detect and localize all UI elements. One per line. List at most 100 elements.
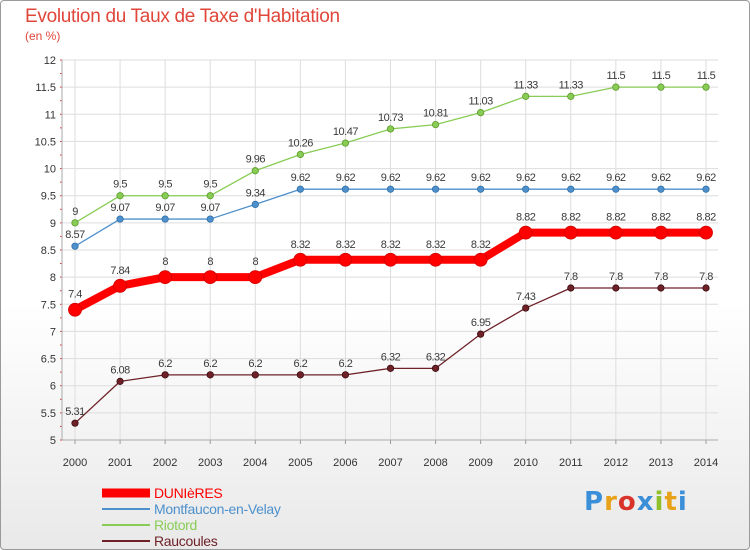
data-point (293, 252, 308, 267)
data-label: 9.07 (155, 202, 175, 214)
y-tick-label: 11 (45, 109, 56, 121)
data-point (341, 371, 350, 379)
data-label: 6.2 (203, 358, 217, 370)
y-tick-label: 10.5 (35, 136, 56, 148)
data-label: 9.96 (246, 154, 266, 166)
data-label: 10.81 (423, 108, 448, 120)
data-point (522, 185, 530, 193)
data-label: 11.33 (559, 79, 584, 91)
data-point (612, 83, 620, 91)
data-label: 8.82 (516, 212, 536, 224)
data-label: 8.82 (606, 212, 626, 224)
x-tick-label: 2001 (108, 457, 132, 469)
data-label: 9.62 (426, 172, 446, 184)
data-point (518, 225, 533, 240)
data-point (477, 185, 485, 193)
data-point (386, 364, 395, 372)
y-tick-label: 12 (44, 55, 56, 67)
data-point (383, 252, 398, 267)
data-point (428, 252, 443, 267)
x-tick-label: 2004 (243, 457, 267, 469)
data-point (657, 284, 665, 292)
data-label: 9.62 (336, 172, 356, 184)
x-tick-label: 2009 (468, 457, 492, 469)
data-point (68, 302, 82, 317)
data-label: 8.32 (471, 239, 491, 251)
data-point (567, 92, 575, 100)
data-point (657, 185, 665, 193)
data-point (71, 219, 79, 227)
series-1: 8.57 9.07 9.07 9.07 9.34 9.62 9.62 9.62 9.62 9.62… (65, 172, 717, 250)
legend-label: Raucoules (154, 533, 218, 549)
data-label: 7.43 (516, 291, 536, 303)
logo-letter: i (677, 487, 688, 517)
data-label: 9.62 (381, 172, 401, 184)
data-point (116, 215, 124, 223)
y-tick-label: 5.5 (41, 408, 56, 420)
data-point (161, 371, 169, 379)
data-label: 8 (252, 256, 258, 268)
legend-label: DUNIèRES (154, 485, 222, 501)
data-point (612, 185, 620, 193)
y-tick-label: 8.5 (41, 245, 56, 257)
data-label: 9.07 (110, 202, 130, 214)
data-point (657, 83, 665, 91)
y-tick-label: 7 (50, 326, 56, 338)
data-label: 9.62 (291, 172, 311, 184)
x-tick-label: 2007 (378, 457, 402, 469)
data-point (386, 125, 395, 133)
y-tick-label: 7.5 (41, 299, 56, 311)
data-point (473, 252, 488, 267)
data-point (203, 270, 218, 285)
data-label: 7.8 (564, 271, 578, 283)
logo-letter: i (654, 487, 665, 517)
data-label: 6.2 (248, 358, 262, 370)
legend-item: Raucoules (102, 533, 218, 549)
x-tick-label: 2008 (423, 457, 447, 469)
data-point (113, 278, 127, 293)
data-point (567, 284, 575, 292)
data-label: 9.62 (696, 172, 716, 184)
data-label: 9.62 (561, 172, 581, 184)
data-point (654, 225, 668, 240)
data-point (386, 185, 395, 193)
data-label: 9.34 (246, 187, 266, 199)
data-point (522, 304, 530, 312)
data-label: 8 (207, 256, 213, 268)
data-label: 5.31 (65, 406, 85, 418)
data-point (702, 185, 710, 193)
series-0: 7.4 7.84 8 8 8 8.32 8.32 8.32 8.32 8.32 8.82 8.82 8.… (68, 212, 717, 317)
data-point (206, 371, 214, 379)
data-label: 8.82 (651, 212, 671, 224)
x-tick-label: 2006 (333, 457, 357, 469)
data-label: 9.62 (471, 172, 491, 184)
data-point (296, 185, 304, 193)
data-point (296, 150, 304, 159)
y-tick-label: 8 (50, 272, 56, 284)
axes: 5 5.5 6 6.5 7 7.5 8 8.5 9 9.5 10 10.5 11 11.5 12 2000 20… (35, 55, 719, 469)
data-label: 9.62 (516, 172, 536, 184)
data-label: 10.47 (333, 126, 358, 138)
legend-label: Montfaucon-en-Velay (154, 501, 281, 517)
data-point (477, 109, 485, 117)
legend-label: Riotord (154, 517, 197, 533)
data-label: 10.26 (288, 137, 313, 149)
data-label: 8.32 (291, 239, 311, 251)
x-tick-label: 2003 (198, 457, 222, 469)
data-point (206, 192, 214, 200)
data-label: 8.32 (336, 239, 356, 251)
data-point (338, 252, 353, 267)
legend: DUNIèRESMontfaucon-en-VelayRiotordRaucou… (102, 485, 281, 549)
x-tick-label: 2000 (63, 457, 87, 469)
logo-letter: P (584, 487, 605, 517)
data-label: 7.8 (699, 271, 713, 283)
data-label: 9.62 (651, 172, 671, 184)
data-point (567, 185, 575, 193)
data-label: 11.33 (514, 79, 539, 91)
data-label: 9.5 (113, 179, 127, 191)
data-point (563, 225, 578, 240)
logo-letter: o (617, 487, 637, 517)
data-point (431, 121, 440, 129)
